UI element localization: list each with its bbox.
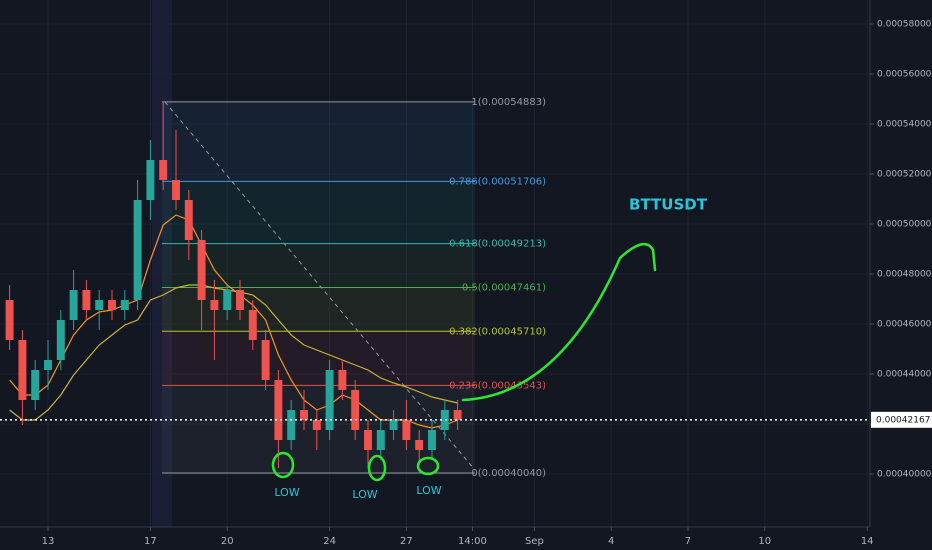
grid: [0, 0, 870, 527]
low-circle: [271, 451, 295, 479]
fib-band: [162, 101, 475, 182]
arrow-head: [618, 242, 657, 272]
y-tick-label: 0.00054000: [877, 120, 932, 130]
low-circle: [416, 456, 440, 476]
selection-column: [152, 0, 172, 527]
candle-body: [184, 200, 193, 240]
candle-body: [108, 300, 116, 310]
y-tick-label: 0.00044000: [877, 370, 932, 380]
candle-body: [376, 430, 385, 450]
trend-line: [164, 101, 476, 471]
candle-body: [18, 340, 27, 400]
candle-body: [223, 290, 232, 310]
candle-body: [364, 430, 372, 450]
candle-body: [95, 300, 104, 310]
y-tick-label: 0.00052000: [877, 170, 932, 180]
candle-body: [440, 410, 449, 430]
candle-body: [325, 370, 334, 430]
fib-band: [162, 243, 475, 288]
candle-body: [312, 420, 321, 430]
candle-body: [82, 290, 91, 310]
low-annotation: LOW: [274, 486, 299, 499]
y-tick-label: 0.00046000: [877, 320, 932, 330]
candle-body: [415, 440, 424, 450]
candle-body: [69, 290, 78, 320]
x-tick-label: 7: [685, 536, 691, 547]
fib-band: [162, 331, 475, 386]
x-tick-label: 14: [861, 536, 874, 547]
low-annotation: LOW: [416, 484, 441, 497]
candle-body: [146, 160, 155, 200]
x-tick-label: 10: [758, 536, 771, 547]
fib-label: 0.236(0.00043543): [449, 380, 546, 391]
x-tick-label: 14:00: [458, 536, 487, 547]
x-tick-label: 24: [323, 536, 336, 547]
candle-body: [44, 360, 52, 370]
fib-label: 0.786(0.00051706): [449, 176, 546, 187]
candle-body: [159, 160, 168, 180]
x-tick-label: 17: [144, 536, 157, 547]
y-tick-label: 0.00048000: [877, 270, 932, 280]
low-annotation: LOW: [352, 488, 377, 501]
arrow-curve: [461, 256, 622, 402]
moving-average: [9, 214, 458, 429]
fib-label: 0.382(0.00045710): [449, 326, 546, 337]
candle-body: [172, 180, 180, 200]
candle-body: [56, 320, 65, 360]
x-tick-label: 27: [400, 536, 413, 547]
candle-body: [389, 420, 398, 430]
axes: 0.000400000.000420000.000440000.00046000…: [42, 20, 932, 547]
fib-band: [162, 287, 475, 332]
last-price-label: 0.00042167: [876, 415, 930, 425]
candle-body: [197, 240, 206, 300]
candle-body: [5, 300, 14, 340]
candle-body: [261, 340, 270, 380]
fib-label: 0(0.00040040): [471, 468, 546, 479]
candle-body: [351, 390, 360, 430]
x-tick-label: 13: [42, 536, 55, 547]
hand-drawing: [271, 242, 657, 482]
candle-body: [248, 310, 257, 340]
candle-body: [120, 300, 129, 310]
fib-label: 0.5(0.00047461): [462, 282, 546, 293]
candle-body: [428, 430, 436, 450]
y-tick-label: 0.00050000: [877, 220, 932, 230]
candle-body: [210, 300, 219, 310]
candle-body: [453, 410, 462, 420]
candle-body: [287, 410, 296, 440]
moving-average: [9, 284, 458, 421]
candle-body: [31, 370, 40, 400]
candle-body: [133, 200, 142, 300]
plot: [0, 101, 870, 468]
y-tick-label: 0.00056000: [877, 70, 932, 80]
x-tick-label: 20: [221, 536, 234, 547]
last-price-box: [871, 411, 932, 428]
fib-label: 0.618(0.00049213): [449, 239, 546, 250]
low-circle: [367, 454, 387, 482]
fib-label: 1(0.00054883): [471, 97, 546, 108]
candle-body: [402, 420, 411, 440]
y-tick-label: 0.00058000: [877, 20, 932, 30]
x-tick-label: Sep: [525, 536, 544, 547]
price-axis: [870, 0, 932, 550]
candle-body: [274, 380, 283, 440]
fib-band: [162, 181, 475, 244]
y-tick-label: 0.00040000: [877, 470, 932, 480]
candle-body: [236, 290, 244, 310]
x-tick-label: 4: [608, 536, 614, 547]
symbol-annotation: BTTUSDT: [629, 196, 708, 214]
candle-body: [300, 410, 308, 420]
candle-body: [338, 370, 347, 390]
